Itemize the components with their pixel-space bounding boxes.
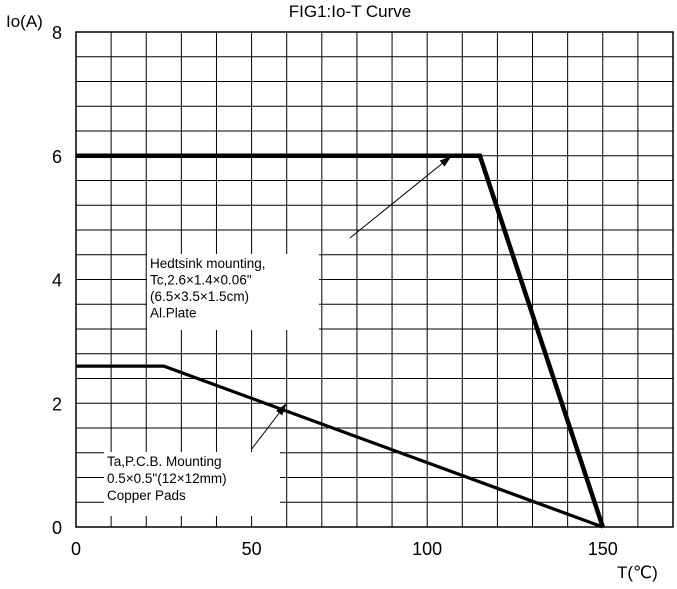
y-tick-label: 8 <box>52 23 62 43</box>
annotation-box <box>104 452 280 516</box>
y-tick-label: 4 <box>52 271 62 291</box>
grid-lines <box>75 31 674 528</box>
annotation-text: (6.5×3.5×1.5cm) <box>150 289 249 304</box>
y-tick-label: 2 <box>52 394 62 414</box>
y-axis-label: Io(A) <box>6 12 43 31</box>
chart-title: FIG1:Io-T Curve <box>289 2 412 21</box>
annotations: Hedtsink mounting, Tc,2.6×1.4×0.06"(6.5×3… <box>104 155 453 516</box>
tick-labels: 0 2 4 6 8 0 50 100 150 <box>52 23 618 559</box>
annotation-arrow-line <box>349 155 453 239</box>
annotation-text: Al.Plate <box>150 306 197 321</box>
annotation-text: 0.5×0.5"(12×12mm) <box>107 471 227 486</box>
annotation-arrowhead <box>276 403 287 416</box>
annotation-text: Copper Pads <box>107 488 186 503</box>
x-tick-label: 50 <box>242 539 262 559</box>
y-tick-label: 0 <box>52 518 62 538</box>
x-tick-label: 150 <box>588 539 618 559</box>
x-axis-label: T(℃) <box>617 563 658 582</box>
annotation-text: Tc,2.6×1.4×0.06" <box>150 273 252 288</box>
plot-frame <box>75 31 674 528</box>
x-tick-label: 100 <box>412 539 442 559</box>
series-line <box>76 364 604 529</box>
y-tick-label: 6 <box>52 147 62 167</box>
x-tick-label: 0 <box>71 539 81 559</box>
annotation-box <box>147 254 319 330</box>
annotation-text: Hedtsink mounting, <box>150 256 266 271</box>
annotation-arrowhead <box>439 155 452 167</box>
annotation-text: Ta,P.C.B. Mounting <box>107 454 222 469</box>
series-line <box>76 153 605 528</box>
series-lines <box>76 153 605 529</box>
